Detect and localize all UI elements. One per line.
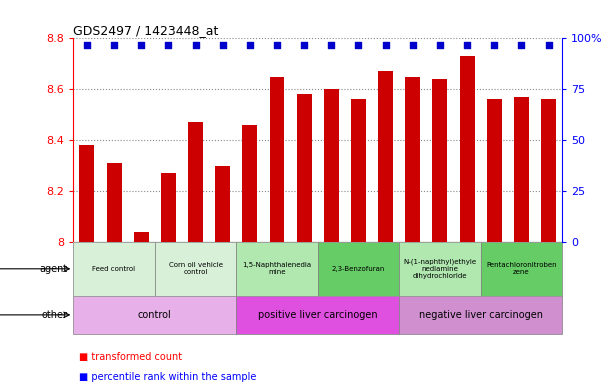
Bar bbox=[405, 76, 420, 242]
Bar bbox=[351, 99, 366, 242]
Bar bbox=[161, 173, 176, 242]
Bar bbox=[459, 56, 475, 242]
Point bbox=[299, 41, 309, 48]
Text: other: other bbox=[41, 310, 67, 320]
Point bbox=[462, 41, 472, 48]
Bar bbox=[324, 89, 338, 242]
Text: Pentachloronitroben
zene: Pentachloronitroben zene bbox=[486, 262, 557, 275]
Text: positive liver carcinogen: positive liver carcinogen bbox=[258, 310, 378, 320]
Text: negative liver carcinogen: negative liver carcinogen bbox=[419, 310, 543, 320]
Bar bbox=[514, 97, 529, 242]
Text: ■ transformed count: ■ transformed count bbox=[79, 351, 183, 362]
Point bbox=[272, 41, 282, 48]
Bar bbox=[541, 99, 556, 242]
Text: 1,5-Naphthalenedia
mine: 1,5-Naphthalenedia mine bbox=[243, 262, 312, 275]
Bar bbox=[243, 125, 257, 242]
Bar bbox=[73, 296, 236, 334]
Bar bbox=[155, 242, 236, 296]
Point bbox=[544, 41, 554, 48]
Point bbox=[218, 41, 227, 48]
Bar bbox=[297, 94, 312, 242]
Point bbox=[164, 41, 174, 48]
Bar bbox=[188, 122, 203, 242]
Point bbox=[245, 41, 255, 48]
Point bbox=[326, 41, 336, 48]
Text: Feed control: Feed control bbox=[92, 266, 136, 272]
Point bbox=[516, 41, 526, 48]
Bar bbox=[269, 76, 285, 242]
Text: GDS2497 / 1423448_at: GDS2497 / 1423448_at bbox=[73, 24, 219, 37]
Bar bbox=[236, 242, 318, 296]
Bar bbox=[481, 242, 562, 296]
Bar bbox=[433, 79, 447, 242]
Point bbox=[82, 41, 92, 48]
Point bbox=[408, 41, 418, 48]
Text: N-(1-naphthyl)ethyle
nediamine
dihydrochloride: N-(1-naphthyl)ethyle nediamine dihydroch… bbox=[403, 258, 477, 279]
Bar bbox=[215, 166, 230, 242]
Bar bbox=[236, 296, 399, 334]
Text: Corn oil vehicle
control: Corn oil vehicle control bbox=[169, 262, 222, 275]
Bar bbox=[487, 99, 502, 242]
Text: 2,3-Benzofuran: 2,3-Benzofuran bbox=[332, 266, 385, 272]
Point bbox=[109, 41, 119, 48]
Bar bbox=[73, 242, 155, 296]
Bar bbox=[378, 71, 393, 242]
Text: agent: agent bbox=[39, 264, 67, 274]
Bar bbox=[399, 296, 562, 334]
Bar bbox=[318, 242, 399, 296]
Bar bbox=[399, 242, 481, 296]
Point bbox=[191, 41, 200, 48]
Point bbox=[136, 41, 146, 48]
Text: control: control bbox=[138, 310, 172, 320]
Text: ■ percentile rank within the sample: ■ percentile rank within the sample bbox=[79, 371, 257, 382]
Bar bbox=[79, 145, 94, 242]
Bar bbox=[106, 163, 122, 242]
Point bbox=[381, 41, 390, 48]
Point bbox=[354, 41, 364, 48]
Point bbox=[489, 41, 499, 48]
Bar bbox=[134, 232, 148, 242]
Point bbox=[435, 41, 445, 48]
